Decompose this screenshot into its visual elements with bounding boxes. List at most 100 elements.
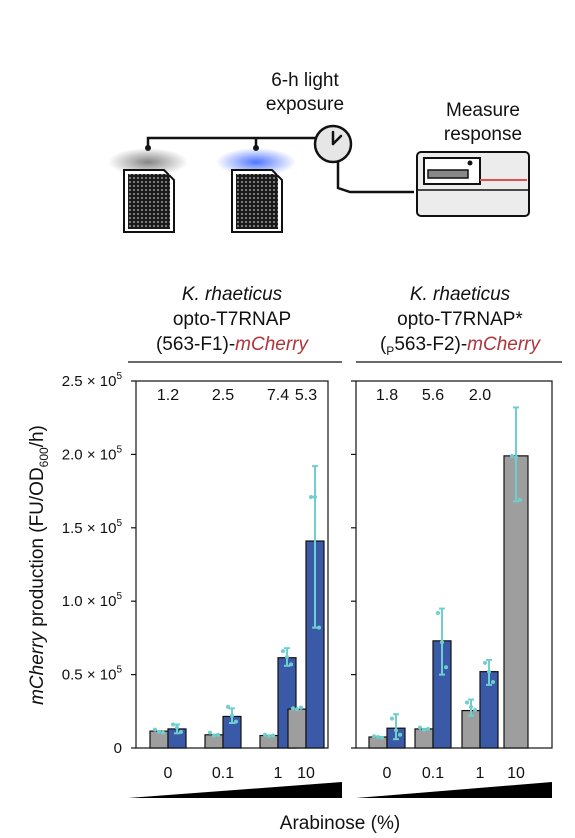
wire-reader — [336, 162, 414, 194]
data-point — [313, 494, 317, 499]
data-point — [390, 716, 394, 721]
fold-change-label: 2.5 — [212, 387, 234, 404]
panel-2-title-construct: 563-F2)- — [394, 334, 467, 355]
data-point — [309, 494, 313, 499]
data-point — [271, 733, 275, 738]
schematic: 6-h light exposure Measure response — [108, 70, 530, 233]
data-point — [444, 665, 448, 670]
y-tick-label: 1.0 × 105 — [62, 591, 123, 610]
data-point — [161, 730, 165, 735]
panel-2-title-sub: P — [386, 344, 394, 358]
plate-dark-icon — [108, 148, 188, 233]
data-point — [398, 732, 402, 737]
data-point — [465, 700, 469, 705]
bar-dark-0.1 — [414, 728, 434, 749]
data-point — [263, 732, 267, 737]
data-point — [436, 610, 440, 615]
data-point — [376, 734, 380, 739]
fold-change-label: 7.4 — [267, 387, 289, 404]
data-point — [216, 732, 220, 737]
data-point — [153, 727, 157, 732]
data-point — [234, 719, 238, 724]
data-point — [291, 706, 295, 711]
x-axis-label: Arabinose (%) — [280, 813, 400, 834]
fold-change-label: 2.0 — [469, 387, 491, 404]
x-tick-label: 10 — [507, 765, 525, 782]
data-point — [299, 705, 303, 710]
y-tick-label: 1.5 × 105 — [62, 518, 123, 537]
data-point — [281, 649, 285, 654]
panel-1-title-line2: opto-T7RNAP — [173, 309, 291, 330]
data-point — [230, 713, 234, 718]
panel-2-title-line2: opto-T7RNAP* — [397, 309, 523, 330]
data-point — [422, 727, 426, 732]
plate-blue-light-icon — [216, 148, 296, 233]
measure-label-line2: response — [444, 124, 522, 145]
panel-1-title-reporter: mCherry — [235, 334, 309, 355]
data-point — [226, 704, 230, 709]
data-point — [175, 725, 179, 730]
plot-frame — [135, 380, 329, 749]
fold-change-label: 5.6 — [422, 387, 444, 404]
y-tick-label: 2.0 × 105 — [62, 444, 123, 463]
x-tick-label: 0.1 — [422, 765, 444, 782]
data-point — [208, 730, 212, 735]
x-tick-label: 1 — [476, 765, 485, 782]
data-point — [510, 453, 514, 458]
plot-frame — [355, 380, 553, 749]
data-point — [518, 497, 522, 502]
data-point — [426, 726, 430, 731]
data-point — [289, 662, 293, 667]
chart-panel-1: 1.2 2.5 7.4 5.3 — [131, 380, 329, 749]
y-tick-label: 0 — [114, 740, 122, 757]
y-tick-label: 0.5 × 105 — [62, 665, 123, 684]
data-point — [469, 704, 473, 709]
panel-2-title-line1: K. rhaeticus — [410, 284, 511, 305]
y-tick-label: 2.5 × 105 — [62, 371, 123, 390]
arabinose-gradient-wedge-2 — [356, 782, 552, 798]
fold-change-label: 1.2 — [157, 387, 179, 404]
data-point — [380, 735, 384, 740]
chart-panel-2: 1.8 5.6 2.0 — [351, 380, 553, 749]
timer-icon — [313, 124, 353, 164]
x-axis-tick-labels: 0 0.1 1 10 0 0.1 1 10 — [164, 765, 525, 782]
panel-2-title-reporter: mCherry — [467, 334, 541, 355]
plate-reader-icon — [416, 151, 530, 217]
panel-1-title: K. rhaeticus opto-T7RNAP (563-F1)-mCherr… — [128, 284, 342, 363]
data-point — [171, 722, 175, 727]
arabinose-gradient-wedge-1 — [128, 782, 342, 798]
x-tick-label: 1 — [274, 765, 283, 782]
bar-dark-10 — [503, 455, 529, 749]
data-point — [418, 725, 422, 730]
panel-1-title-line3: (563-F1)-mCherry — [156, 334, 310, 355]
data-point — [483, 660, 487, 665]
data-point — [473, 707, 477, 712]
measure-label-line1: Measure — [446, 100, 520, 121]
data-point — [267, 734, 271, 739]
exposure-label-line1: 6-h light — [271, 70, 339, 91]
panel-1-title-construct: (563-F1)- — [156, 334, 235, 355]
panel-1-title-line1: K. rhaeticus — [182, 284, 283, 305]
wire-plate1 — [146, 136, 320, 148]
data-point — [440, 640, 444, 645]
y-axis-label: mCherry production (FU/OD600/h) — [27, 425, 51, 705]
data-point — [491, 679, 495, 684]
data-point — [157, 729, 161, 734]
data-point — [212, 733, 216, 738]
bar-dark-10 — [287, 708, 307, 749]
data-point — [179, 729, 183, 734]
x-tick-label: 0 — [164, 765, 173, 782]
data-point — [372, 734, 376, 739]
panel-2-title: K. rhaeticus opto-T7RNAP* (P563-F2)-mChe… — [356, 284, 562, 363]
x-tick-label: 10 — [297, 765, 315, 782]
x-tick-label: 0 — [383, 765, 392, 782]
panel-2-title-line3: (P563-F2)-mCherry — [380, 334, 542, 358]
exposure-label-line2: exposure — [266, 94, 344, 115]
data-point — [487, 669, 491, 674]
fold-change-label: 5.3 — [295, 387, 317, 404]
x-tick-label: 0.1 — [212, 765, 234, 782]
data-point — [514, 455, 518, 460]
data-point — [295, 707, 299, 712]
data-point — [394, 728, 398, 733]
